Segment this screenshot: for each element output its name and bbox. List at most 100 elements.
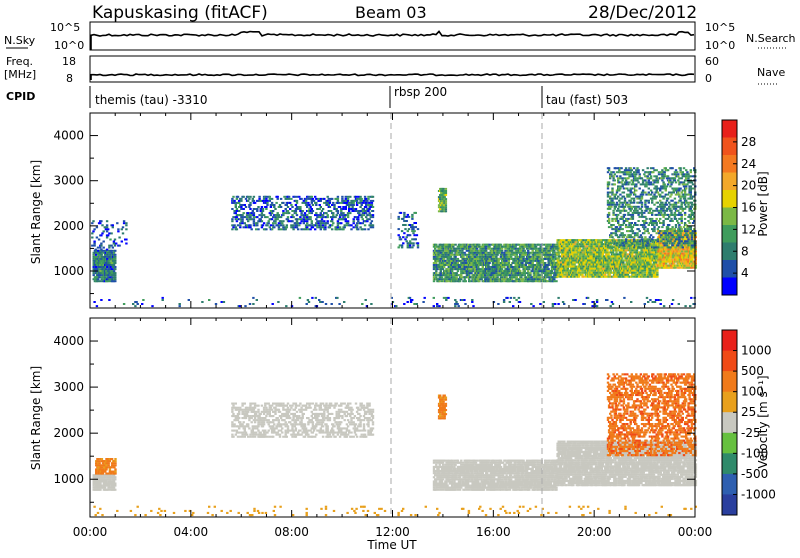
- scatter-cell: [339, 228, 341, 230]
- scatter-cell: [612, 232, 614, 234]
- scatter-cell: [270, 210, 272, 212]
- scatter-cell: [549, 250, 551, 252]
- scatter-cell: [442, 206, 444, 208]
- scatter-cell: [601, 241, 603, 243]
- scatter-cell: [500, 270, 502, 272]
- scatter-cell: [478, 246, 480, 248]
- scatter-cell: [496, 280, 498, 282]
- scatter-cell: [654, 266, 656, 268]
- scatter-cell: [256, 208, 258, 210]
- scatter-cell: [485, 250, 487, 252]
- scatter-cell: [122, 226, 124, 228]
- scatter-cell: [341, 198, 343, 200]
- scatter-cell: [679, 267, 681, 269]
- scatter-cell: [358, 212, 360, 214]
- scatter-cell: [236, 216, 238, 218]
- scatter-cell: [403, 216, 405, 218]
- scatter-cell: [546, 246, 548, 248]
- scatter-cell: [611, 192, 613, 194]
- scatter-cell: [232, 196, 234, 198]
- scatter-cell: [607, 216, 609, 218]
- station-title: Kapuskasing (fitACF): [92, 3, 268, 23]
- scatter-cell: [316, 226, 318, 228]
- scatter-cell: [528, 276, 530, 278]
- scatter-cell: [345, 220, 347, 222]
- scatter-cell: [623, 264, 625, 266]
- scatter-cell: [565, 247, 567, 249]
- scatter-cell: [564, 264, 566, 266]
- scatter-cell: [612, 251, 614, 253]
- scatter-cell: [295, 204, 297, 206]
- scatter-cell: [529, 272, 531, 274]
- scatter-cell: [510, 268, 512, 270]
- scatter-cell: [544, 278, 546, 280]
- scatter-cell: [269, 200, 271, 202]
- scatter-cell: [251, 218, 253, 220]
- scatter-cell: [663, 261, 665, 263]
- scatter-cell: [507, 274, 509, 276]
- scatter-cell: [316, 224, 318, 226]
- freq-unit-label: [MHz]: [4, 68, 36, 81]
- scatter-cell: [401, 244, 403, 246]
- scatter-cell: [511, 274, 513, 276]
- scatter-cell: [601, 245, 603, 247]
- scatter-cell: [403, 232, 405, 234]
- scatter-cell: [359, 196, 361, 198]
- scatter-cell: [108, 270, 110, 272]
- scatter-cell: [627, 253, 629, 255]
- scatter-cell: [513, 258, 515, 260]
- scatter-cell: [479, 256, 481, 258]
- scatter-cell: [332, 222, 334, 224]
- scatter-cell: [274, 220, 276, 222]
- scatter-cell: [608, 214, 610, 216]
- scatter-cell: [236, 228, 238, 230]
- scatter-cell: [279, 204, 281, 206]
- scatter-cell: [350, 224, 352, 226]
- scatter-cell: [311, 200, 313, 202]
- scatter-cell: [303, 222, 305, 224]
- scatter-cell: [249, 214, 251, 216]
- scatter-cell: [398, 228, 400, 230]
- cpid-segment-3: tau (fast) 503: [546, 93, 628, 107]
- scatter-cell: [648, 247, 650, 249]
- scatter-cell: [410, 242, 412, 244]
- scatter-cell: [324, 224, 326, 226]
- scatter-cell: [435, 276, 437, 278]
- scatter-cell: [579, 249, 581, 251]
- scatter-cell: [314, 196, 316, 198]
- scatter-cell: [672, 246, 674, 248]
- scatter-cell: [607, 171, 609, 173]
- scatter-cell: [107, 234, 109, 236]
- scatter-cell: [315, 202, 317, 204]
- scatter-cell: [439, 248, 441, 250]
- scatter-cell: [499, 272, 501, 274]
- scatter-cell: [526, 268, 528, 270]
- scatter-cell: [621, 257, 623, 259]
- scatter-cell: [273, 206, 275, 208]
- scatter-cell: [300, 220, 302, 222]
- scatter-cell: [575, 260, 577, 262]
- scatter-cell: [524, 266, 526, 268]
- scatter-cell: [327, 196, 329, 198]
- scatter-cell: [609, 196, 611, 198]
- scatter-cell: [413, 234, 415, 236]
- scatter-cell: [246, 214, 248, 216]
- scatter-cell: [468, 268, 470, 270]
- scatter-cell: [445, 208, 447, 210]
- scatter-cell: [271, 228, 273, 230]
- scatter-cell: [524, 280, 526, 282]
- scatter-cell: [249, 224, 251, 226]
- scatter-cell: [461, 250, 463, 252]
- scatter-cell: [485, 276, 487, 278]
- scatter-cell: [93, 243, 95, 245]
- scatter-cell: [607, 244, 609, 246]
- scatter-cell: [533, 260, 535, 262]
- scatter-cell: [336, 208, 338, 210]
- scatter-cell: [505, 260, 507, 262]
- scatter-cell: [320, 216, 322, 218]
- scatter-cell: [364, 228, 366, 230]
- scatter-cell: [648, 260, 650, 262]
- scatter-cell: [323, 198, 325, 200]
- scatter-cell: [450, 248, 452, 250]
- scatter-cell: [556, 270, 558, 272]
